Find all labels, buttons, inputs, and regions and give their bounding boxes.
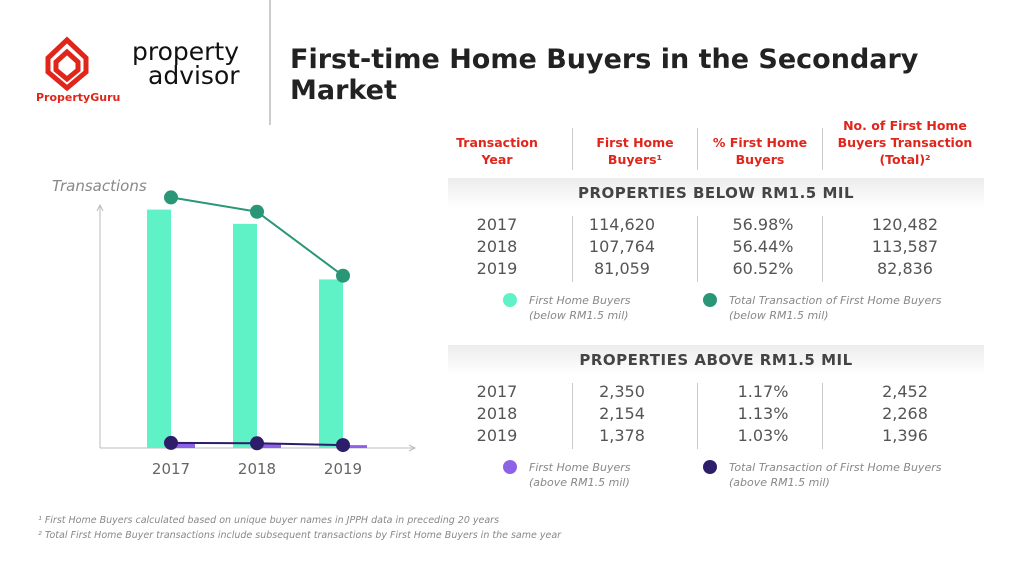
advisor-logo: property advisor bbox=[132, 37, 240, 90]
divider bbox=[697, 128, 698, 170]
divider bbox=[572, 128, 573, 170]
bar bbox=[147, 209, 171, 448]
section-band: PROPERTIES BELOW RM1.5 MIL bbox=[448, 178, 984, 208]
table-cell: 82,836 bbox=[877, 259, 933, 278]
table-cell: 2019 bbox=[476, 426, 518, 445]
axis-arrow bbox=[96, 203, 104, 212]
table-cell: 2,154 bbox=[599, 404, 645, 423]
brand: PropertyGuru bbox=[36, 91, 121, 104]
advisor-top: property bbox=[132, 37, 240, 66]
legend-label: Total Transaction of First Home Buyers (… bbox=[729, 461, 942, 489]
axis-arrow bbox=[408, 444, 417, 452]
divider bbox=[697, 383, 698, 449]
table-cell: 2,452 bbox=[882, 382, 928, 401]
point bbox=[164, 435, 178, 450]
advisor-bottom: advisor bbox=[148, 61, 240, 90]
table-header: First Home Buyers¹ bbox=[596, 135, 674, 167]
bar bbox=[257, 443, 281, 448]
legend-marker bbox=[503, 293, 517, 307]
table-cell: 56.44% bbox=[732, 237, 794, 256]
table-cell: 2,268 bbox=[882, 404, 928, 423]
x-tick-label: 2019 bbox=[324, 460, 362, 478]
table-cell: 2018 bbox=[476, 237, 518, 256]
point bbox=[164, 190, 178, 205]
legend-marker bbox=[703, 460, 717, 474]
point bbox=[336, 268, 350, 283]
bar bbox=[319, 279, 343, 448]
table-header: % First Home Buyers bbox=[712, 135, 808, 167]
x-tick-label: 2017 bbox=[152, 460, 190, 478]
legend-label: Total Transaction of First Home Buyers (… bbox=[729, 294, 942, 322]
legend-label: First Home Buyers (above RM1.5 mil) bbox=[529, 461, 631, 489]
table-cell: 1.17% bbox=[737, 382, 789, 401]
x-tick-label: 2018 bbox=[238, 460, 276, 478]
table-cell: 1.13% bbox=[737, 404, 789, 423]
bar bbox=[343, 445, 367, 448]
bar bbox=[233, 223, 257, 448]
table-cell: 2019 bbox=[476, 259, 518, 278]
table-cell: 1,396 bbox=[882, 426, 928, 445]
point bbox=[250, 204, 264, 219]
legend-marker bbox=[503, 460, 517, 474]
table-header: No. of First Home Buyers Transaction (To… bbox=[837, 118, 973, 167]
section-title: PROPERTIES ABOVE RM1.5 MIL bbox=[579, 351, 853, 369]
divider bbox=[822, 216, 823, 282]
table-cell: 2,350 bbox=[599, 382, 645, 401]
point bbox=[336, 438, 350, 453]
divider bbox=[572, 216, 573, 282]
logo-icon bbox=[45, 36, 89, 92]
footnote: ¹ First Home Buyers calculated based on … bbox=[38, 515, 500, 526]
divider bbox=[697, 216, 698, 282]
table-cell: 81,059 bbox=[594, 259, 650, 278]
legend-label: First Home Buyers (below RM1.5 mil) bbox=[529, 294, 631, 322]
point bbox=[250, 436, 264, 451]
y-label: Transactions bbox=[52, 177, 147, 195]
table-cell: 2018 bbox=[476, 404, 518, 423]
divider bbox=[822, 383, 823, 449]
table-cell: 56.98% bbox=[732, 215, 794, 234]
table-cell: 114,620 bbox=[588, 215, 656, 234]
divider bbox=[822, 128, 823, 170]
section-title: PROPERTIES BELOW RM1.5 MIL bbox=[577, 184, 855, 202]
footnote: ² Total First Home Buyer transactions in… bbox=[38, 530, 562, 541]
divider bbox=[572, 383, 573, 449]
table-cell: 113,587 bbox=[871, 237, 939, 256]
section-band: PROPERTIES ABOVE RM1.5 MIL bbox=[448, 345, 984, 375]
table-cell: 120,482 bbox=[871, 215, 939, 234]
table-cell: 1.03% bbox=[737, 426, 789, 445]
table-cell: 60.52% bbox=[732, 259, 794, 278]
table-cell: 2017 bbox=[476, 215, 518, 234]
title: First-time Home Buyers in the Secondary … bbox=[290, 44, 919, 106]
table-cell: 1,378 bbox=[599, 426, 645, 445]
bar bbox=[171, 443, 195, 448]
table-cell: 107,764 bbox=[588, 237, 656, 256]
legend-marker bbox=[703, 293, 717, 307]
table-header: Transaction Year bbox=[456, 135, 538, 167]
table-cell: 2017 bbox=[476, 382, 518, 401]
